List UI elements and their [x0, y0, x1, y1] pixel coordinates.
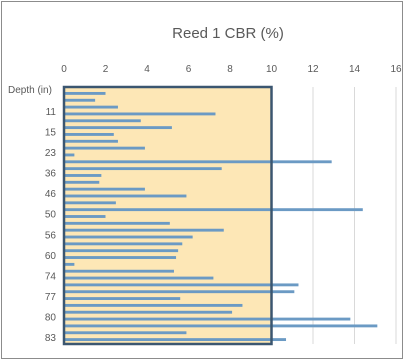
bar — [64, 160, 332, 164]
y-tick-label: 60 — [45, 251, 57, 262]
y-axis-title: Depth (in) — [8, 85, 52, 96]
bar — [64, 153, 75, 157]
y-tick-label: 74 — [45, 271, 57, 282]
x-tick-label: 8 — [227, 64, 233, 75]
bar — [64, 235, 193, 239]
highlight-outline — [62, 85, 273, 346]
bar — [64, 133, 114, 136]
bar — [64, 208, 363, 212]
y-tick-label: 23 — [45, 148, 57, 159]
bar — [64, 303, 243, 307]
y-tick-label: 83 — [45, 333, 57, 344]
bar — [64, 324, 378, 328]
bar — [64, 297, 181, 300]
x-tick-label: 16 — [390, 64, 402, 75]
y-tick-labels: 11 15 23 36 46 50 56 60 74 77 80 83 — [45, 107, 57, 344]
x-tick-label: 12 — [307, 64, 319, 75]
bar — [64, 331, 187, 335]
bar — [64, 242, 183, 246]
bar — [64, 221, 170, 225]
y-tick-label: 46 — [45, 189, 57, 200]
highlight-border — [62, 85, 273, 346]
bars — [64, 91, 378, 342]
bar — [64, 338, 287, 342]
bar — [64, 215, 106, 218]
y-tick-label: 77 — [45, 292, 57, 303]
bar — [64, 276, 214, 280]
y-tick-label: 36 — [45, 169, 57, 180]
x-tick-label: 6 — [186, 64, 192, 75]
bar — [64, 310, 233, 314]
bar — [64, 126, 172, 130]
x-tick-label: 0 — [61, 64, 67, 75]
bar — [64, 139, 118, 143]
y-tick-label: 56 — [45, 230, 57, 241]
bar — [64, 290, 295, 294]
bar — [64, 174, 102, 177]
bar — [64, 249, 179, 253]
y-tick-label: 11 — [46, 107, 57, 118]
bar — [64, 146, 145, 150]
bar — [64, 317, 351, 321]
y-tick-label: 80 — [45, 312, 57, 323]
bar — [64, 262, 75, 266]
bar — [64, 112, 216, 116]
bar — [64, 105, 118, 109]
bar — [64, 256, 177, 259]
y-tick-label: 15 — [45, 128, 57, 139]
bar — [64, 269, 174, 273]
bar — [64, 194, 187, 198]
bar — [64, 167, 222, 171]
bar — [64, 91, 106, 95]
bar — [64, 119, 141, 123]
x-tick-labels: 0 2 4 6 8 10 12 14 16 — [61, 64, 402, 75]
bar — [64, 201, 116, 205]
x-tick-label: 10 — [266, 64, 278, 75]
bar — [64, 180, 100, 184]
bar — [64, 228, 224, 232]
x-tick-label: 4 — [144, 64, 150, 75]
bar — [64, 187, 145, 191]
x-tick-label: 14 — [349, 64, 361, 75]
x-tick-label: 2 — [103, 64, 109, 75]
chart-title: Reed 1 CBR (%) — [172, 25, 284, 42]
bar — [64, 98, 96, 102]
bar — [64, 283, 299, 287]
y-tick-label: 50 — [45, 210, 57, 221]
